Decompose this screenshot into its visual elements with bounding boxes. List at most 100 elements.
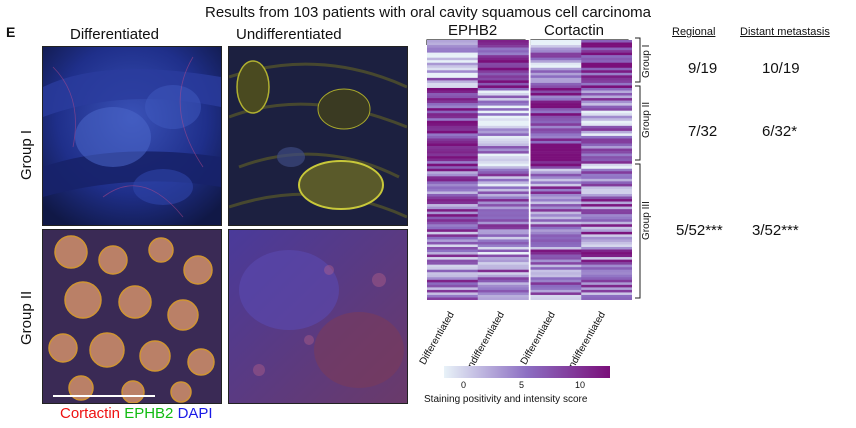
heatmap-cell [427,206,479,210]
heatmap-cell [427,123,479,127]
heatmap-cell [427,178,479,182]
heatmap-cell [530,183,582,187]
heatmap-cell [581,289,632,293]
heatmap-cell [530,62,582,66]
heatmap-cell [530,246,582,250]
heatmap-cell [427,199,479,202]
heatmap-cell [427,65,479,69]
heatmap-cell [530,148,582,152]
heatmap-cell [530,191,582,195]
heatmap-cell [427,176,479,180]
heatmap-cell [477,158,529,162]
heatmap-cell [427,45,479,48]
heatmap-cell [427,110,479,114]
heatmap-cell [581,269,632,273]
heatmap-cell [581,80,632,84]
heatmap-cell [581,214,632,217]
heatmap-cell [477,287,529,291]
heatmap-cell [581,156,632,159]
heatmap-cell [427,224,479,228]
heatmap-cell [530,249,582,253]
heatmap-cell [427,219,479,223]
heatmap-cell [477,239,529,243]
heatmap-cell [427,287,479,291]
heatmap-cell [477,105,529,109]
heatmap-cell [581,178,632,182]
heatmap-cell [477,77,529,81]
heatmap-cell [477,178,529,182]
heatmap-cell [427,90,479,94]
heatmap-cell [530,201,582,205]
stat-group2-distant: 6/32* [762,123,798,140]
heatmap-cell [427,103,479,106]
heatmap-cell [530,158,582,162]
heatmap-cell [530,284,582,288]
heatmap-cell [581,282,632,286]
heatmap-cell [530,80,582,84]
heatmap-cell [581,201,632,205]
heatmap-cell [427,113,479,117]
heatmap-cell [427,191,479,195]
heatmap-cell [427,244,479,248]
heatmap-cell [477,163,529,167]
heatmap-cell [581,186,632,190]
heatmap-cell [581,42,632,46]
heatmap-cell [427,214,479,217]
heatmap-cell [477,254,529,258]
heatmap-cell [477,85,529,89]
heatmap-cell [581,249,632,253]
stat-group3-regional: 5/52*** [676,222,723,239]
heatmap-cell [530,98,582,101]
micrograph-group2-differentiated [42,229,222,404]
stat-group1-distant: 10/19 [762,60,800,77]
heatmap-cell [477,183,529,187]
micrograph-group2-undifferentiated-image [229,230,407,403]
heatmap-cell [530,163,582,167]
heatmap-cell [581,45,632,48]
heatmap-cell [427,82,479,86]
heatmap-cell [427,201,479,205]
heatmap-cell [530,269,582,273]
heatmap-cell [581,231,632,235]
heatmap-cell [427,67,479,71]
heatmap-cell [477,252,529,255]
heatmap-cell [427,120,479,124]
heatmap-cell [581,284,632,288]
heatmap-cell [581,244,632,248]
heatmap-cell [581,52,632,56]
heatmap-cell [427,98,479,101]
heatmap-cell [530,244,582,248]
stat-group2-regional: 7/32 [688,123,718,140]
heatmap-cell [530,168,582,172]
heatmap-cell [581,241,632,245]
heatmap-cell [530,196,582,200]
heatmap-cell [581,183,632,187]
heatmap-cell [427,135,479,139]
heatmap-cell [530,125,582,129]
heatmap-cell [477,294,529,298]
heatmap-cell [581,158,632,162]
heatmap-cell [477,146,529,149]
heatmap-cell [427,294,479,298]
group-brackets [635,37,641,299]
heatmap-cell [530,47,582,51]
heatmap-cell [477,67,529,71]
heatmap-cell [581,77,632,81]
heatmap-cell [581,40,632,43]
heatmap-cell [581,98,632,101]
heatmap-cell [427,156,479,159]
heatmap-cell [427,75,479,79]
heatmap-cell [530,199,582,202]
heatmap-cell [530,113,582,117]
heatmap-cell [581,143,632,147]
heatmap-cell [427,183,479,187]
heatmap-cell [477,47,529,51]
heatmap-cell [427,264,479,268]
heatmap-cell [581,173,632,177]
heatmap-cell [530,123,582,127]
heatmap-cell [530,176,582,180]
heatmap-cell [477,193,529,197]
colorbar [444,366,610,378]
heatmap-cell [530,50,582,53]
heatmap-cell [581,125,632,129]
